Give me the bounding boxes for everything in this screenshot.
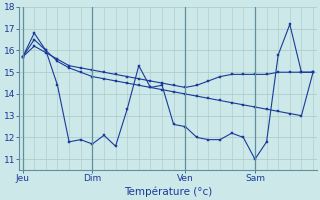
X-axis label: Température (°c): Température (°c) [124, 186, 212, 197]
